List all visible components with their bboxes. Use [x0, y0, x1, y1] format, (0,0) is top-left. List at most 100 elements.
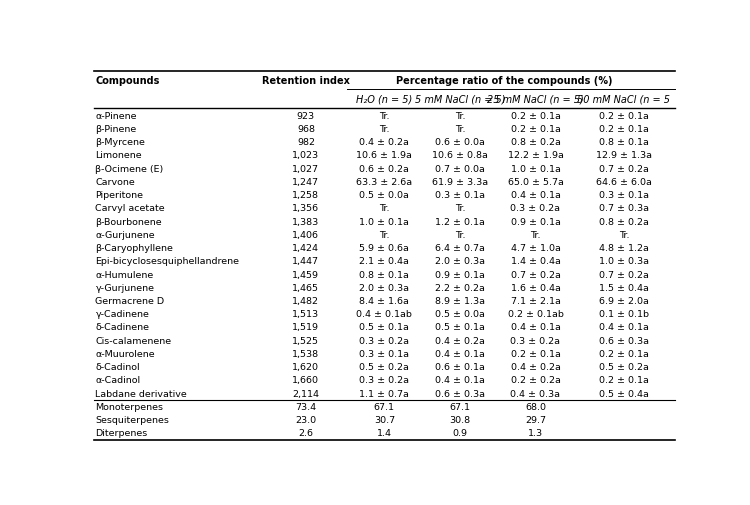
Text: β-Pinene: β-Pinene: [95, 125, 136, 133]
Text: 0.7 ± 0.2a: 0.7 ± 0.2a: [599, 164, 649, 173]
Text: Germacrene D: Germacrene D: [95, 296, 164, 306]
Text: 0.3 ± 0.2a: 0.3 ± 0.2a: [511, 204, 560, 213]
Text: 7.1 ± 2.1a: 7.1 ± 2.1a: [511, 296, 560, 306]
Text: 1,406: 1,406: [292, 230, 320, 239]
Text: 0.7 ± 0.3a: 0.7 ± 0.3a: [598, 204, 649, 213]
Text: 61.9 ± 3.3a: 61.9 ± 3.3a: [432, 177, 488, 186]
Text: 8.4 ± 1.6a: 8.4 ± 1.6a: [359, 296, 410, 306]
Text: 0.9 ± 0.1a: 0.9 ± 0.1a: [511, 217, 560, 226]
Text: 0.7 ± 0.0a: 0.7 ± 0.0a: [435, 164, 484, 173]
Text: γ-Cadinene: γ-Cadinene: [95, 310, 149, 319]
Text: 0.6 ± 0.3a: 0.6 ± 0.3a: [435, 389, 485, 398]
Text: 0.2 ± 0.1a: 0.2 ± 0.1a: [599, 125, 649, 133]
Text: 10.6 ± 0.8a: 10.6 ± 0.8a: [432, 151, 488, 160]
Text: 1,424: 1,424: [292, 243, 320, 252]
Text: 1.0 ± 0.1a: 1.0 ± 0.1a: [359, 217, 410, 226]
Text: 0.2 ± 0.1a: 0.2 ± 0.1a: [599, 376, 649, 385]
Text: 63.3 ± 2.6a: 63.3 ± 2.6a: [356, 177, 413, 186]
Text: 5 mM NaCl (n = 5): 5 mM NaCl (n = 5): [415, 94, 506, 105]
Text: Retention index: Retention index: [262, 76, 350, 86]
Text: 1.5 ± 0.4a: 1.5 ± 0.4a: [599, 283, 649, 292]
Text: 0.7 ± 0.2a: 0.7 ± 0.2a: [511, 270, 560, 279]
Text: 2.6: 2.6: [298, 429, 314, 438]
Text: 0.6 ± 0.3a: 0.6 ± 0.3a: [598, 336, 649, 345]
Text: 0.3 ± 0.1a: 0.3 ± 0.1a: [598, 191, 649, 199]
Text: 1,660: 1,660: [292, 376, 320, 385]
Text: 0.5 ± 0.0a: 0.5 ± 0.0a: [359, 191, 410, 199]
Text: 0.6 ± 0.1a: 0.6 ± 0.1a: [435, 363, 484, 372]
Text: 1,525: 1,525: [292, 336, 320, 345]
Text: 1,383: 1,383: [292, 217, 320, 226]
Text: 0.4 ± 0.1ab: 0.4 ± 0.1ab: [356, 310, 413, 319]
Text: 10.6 ± 1.9a: 10.6 ± 1.9a: [356, 151, 413, 160]
Text: 0.3 ± 0.2a: 0.3 ± 0.2a: [359, 336, 410, 345]
Text: 968: 968: [297, 125, 315, 133]
Text: δ-Cadinol: δ-Cadinol: [95, 363, 140, 372]
Text: H₂O (n = 5): H₂O (n = 5): [356, 94, 413, 105]
Text: 50 mM NaCl (n = 5: 50 mM NaCl (n = 5: [578, 94, 670, 105]
Text: 0.6 ± 0.0a: 0.6 ± 0.0a: [435, 138, 484, 147]
Text: 1,447: 1,447: [292, 257, 320, 266]
Text: 982: 982: [297, 138, 315, 147]
Text: 0.2 ± 0.1a: 0.2 ± 0.1a: [511, 125, 560, 133]
Text: 30.8: 30.8: [449, 416, 470, 424]
Text: 1,023: 1,023: [292, 151, 320, 160]
Text: 0.4 ± 0.1a: 0.4 ± 0.1a: [599, 323, 649, 332]
Text: 0.5 ± 0.1a: 0.5 ± 0.1a: [435, 323, 484, 332]
Text: 1,538: 1,538: [292, 349, 320, 358]
Text: 0.3 ± 0.2a: 0.3 ± 0.2a: [511, 336, 560, 345]
Text: Tr.: Tr.: [379, 230, 390, 239]
Text: β-Caryophyllene: β-Caryophyllene: [95, 243, 173, 252]
Text: 68.0: 68.0: [525, 402, 546, 411]
Text: Tr.: Tr.: [454, 111, 465, 120]
Text: 2.0 ± 0.3a: 2.0 ± 0.3a: [435, 257, 485, 266]
Text: 0.2 ± 0.1a: 0.2 ± 0.1a: [599, 111, 649, 120]
Text: 0.3 ± 0.2a: 0.3 ± 0.2a: [359, 376, 410, 385]
Text: α-Gurjunene: α-Gurjunene: [95, 230, 155, 239]
Text: Compounds: Compounds: [95, 76, 160, 86]
Text: 0.3 ± 0.1a: 0.3 ± 0.1a: [359, 349, 410, 358]
Text: β-Bourbonene: β-Bourbonene: [95, 217, 162, 226]
Text: 2,114: 2,114: [292, 389, 320, 398]
Text: Percentage ratio of the compounds (%): Percentage ratio of the compounds (%): [396, 76, 612, 86]
Text: 1.2 ± 0.1a: 1.2 ± 0.1a: [435, 217, 484, 226]
Text: 2.0 ± 0.3a: 2.0 ± 0.3a: [359, 283, 410, 292]
Text: 2.2 ± 0.2a: 2.2 ± 0.2a: [435, 283, 484, 292]
Text: Carvyl acetate: Carvyl acetate: [95, 204, 165, 213]
Text: 0.5 ± 0.2a: 0.5 ± 0.2a: [599, 363, 649, 372]
Text: Tr.: Tr.: [530, 230, 541, 239]
Text: 923: 923: [297, 111, 315, 120]
Text: δ-Cadinene: δ-Cadinene: [95, 323, 149, 332]
Text: Cis-calamenene: Cis-calamenene: [95, 336, 172, 345]
Text: 1,519: 1,519: [292, 323, 320, 332]
Text: 1,356: 1,356: [292, 204, 320, 213]
Text: Diterpenes: Diterpenes: [95, 429, 148, 438]
Text: 0.8 ± 0.2a: 0.8 ± 0.2a: [511, 138, 560, 147]
Text: 2.1 ± 0.4a: 2.1 ± 0.4a: [359, 257, 410, 266]
Text: 0.1 ± 0.1b: 0.1 ± 0.1b: [598, 310, 649, 319]
Text: 12.9 ± 1.3a: 12.9 ± 1.3a: [596, 151, 652, 160]
Text: 0.6 ± 0.2a: 0.6 ± 0.2a: [359, 164, 410, 173]
Text: 0.4 ± 0.1a: 0.4 ± 0.1a: [435, 349, 484, 358]
Text: Tr.: Tr.: [619, 230, 629, 239]
Text: Epi-bicyclosesquiphellandrene: Epi-bicyclosesquiphellandrene: [95, 257, 239, 266]
Text: Tr.: Tr.: [454, 204, 465, 213]
Text: 0.4 ± 0.3a: 0.4 ± 0.3a: [511, 389, 560, 398]
Text: 1,027: 1,027: [292, 164, 320, 173]
Text: 1.0 ± 0.3a: 1.0 ± 0.3a: [598, 257, 649, 266]
Text: 1.4 ± 0.4a: 1.4 ± 0.4a: [511, 257, 560, 266]
Text: Carvone: Carvone: [95, 177, 135, 186]
Text: 1.4: 1.4: [376, 429, 392, 438]
Text: Tr.: Tr.: [454, 230, 465, 239]
Text: 1.1 ± 0.7a: 1.1 ± 0.7a: [359, 389, 410, 398]
Text: 1,258: 1,258: [292, 191, 320, 199]
Text: α-Cadinol: α-Cadinol: [95, 376, 140, 385]
Text: α-Humulene: α-Humulene: [95, 270, 154, 279]
Text: α-Pinene: α-Pinene: [95, 111, 137, 120]
Text: 0.5 ± 0.2a: 0.5 ± 0.2a: [359, 363, 410, 372]
Text: 0.2 ± 0.1a: 0.2 ± 0.1a: [599, 349, 649, 358]
Text: Sesquiterpenes: Sesquiterpenes: [95, 416, 170, 424]
Text: Piperitone: Piperitone: [95, 191, 143, 199]
Text: γ-Gurjunene: γ-Gurjunene: [95, 283, 154, 292]
Text: 0.9 ± 0.1a: 0.9 ± 0.1a: [435, 270, 484, 279]
